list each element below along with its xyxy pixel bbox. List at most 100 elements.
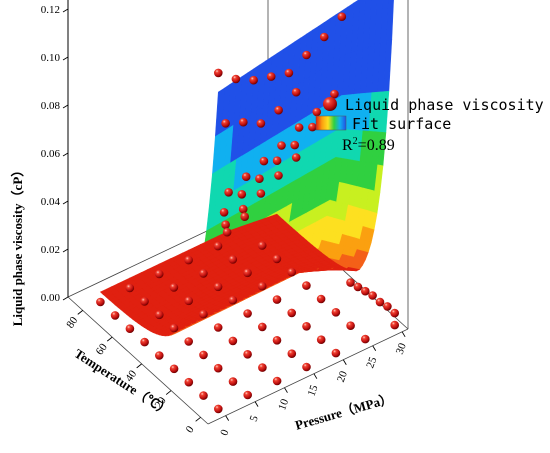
data-point — [155, 351, 164, 360]
data-point — [390, 308, 400, 318]
legend-label-viscosity: Liquid phase viscosity — [345, 96, 544, 114]
data-point — [184, 255, 193, 265]
data-point — [294, 123, 304, 132]
data-point — [243, 268, 252, 278]
z-tick-mark — [62, 152, 69, 157]
data-point — [237, 190, 247, 199]
z-tick-label: 0.08 — [41, 100, 61, 112]
z-tick-mark — [62, 200, 69, 205]
data-point — [213, 363, 223, 373]
data-point — [213, 323, 223, 332]
x-tick-mark — [195, 416, 201, 422]
data-point — [287, 267, 297, 277]
y-tick-mark — [372, 345, 377, 351]
data-point — [214, 404, 223, 414]
data-point — [221, 220, 230, 229]
x-tick-label: 80 — [64, 314, 80, 330]
legend-gradient-swatch — [315, 115, 347, 131]
y-tick-label: 20 — [335, 369, 350, 384]
data-point — [368, 291, 377, 300]
data-point — [277, 141, 286, 150]
legend-sphere-marker — [323, 97, 337, 111]
data-point — [390, 320, 400, 330]
data-point — [337, 12, 347, 21]
data-point — [287, 349, 297, 359]
data-point — [228, 377, 238, 386]
data-point — [319, 32, 329, 42]
data-point — [96, 297, 105, 307]
z-tick-label: 0.02 — [41, 244, 60, 256]
data-point — [228, 336, 238, 346]
y-tick-label: 15 — [306, 383, 321, 398]
y-axis-title: Pressure（MPa） — [293, 391, 394, 433]
z-tick-mark — [62, 104, 69, 109]
legend: Liquid phase viscosity Fit surface R2=0.… — [315, 96, 544, 154]
z-tick-mark — [62, 8, 69, 13]
data-point — [266, 72, 276, 81]
y-tick-label: 10 — [276, 397, 291, 412]
y-tick-mark — [225, 415, 230, 421]
x-tick-label: 0 — [184, 423, 197, 435]
data-point — [272, 295, 282, 304]
data-point — [272, 336, 282, 345]
data-point — [308, 122, 317, 132]
z-tick-mark — [62, 248, 69, 253]
data-point — [375, 297, 385, 307]
legend-label-surface: Fit surface — [352, 115, 451, 133]
data-point — [169, 323, 179, 333]
y-tick-mark — [254, 401, 259, 407]
data-point — [255, 174, 264, 183]
data-point — [287, 308, 297, 318]
z-tick-label: 0.04 — [41, 196, 61, 208]
data-point — [331, 308, 341, 317]
box-edge — [67, 296, 209, 425]
data-point — [241, 172, 251, 181]
z-tick-label: 0.12 — [41, 4, 60, 16]
data-point — [346, 321, 355, 331]
data-point — [125, 324, 135, 334]
data-point — [258, 322, 267, 332]
data-point — [331, 348, 341, 358]
z-tick-mark — [62, 296, 69, 301]
data-point — [274, 171, 283, 180]
data-point — [228, 295, 238, 305]
data-point — [302, 362, 311, 372]
data-point — [316, 335, 326, 345]
y-tick-label: 25 — [364, 355, 379, 370]
data-point — [140, 337, 149, 347]
x-tick-mark — [165, 390, 172, 395]
data-point — [272, 254, 282, 264]
z-tick-label: 0.00 — [41, 292, 61, 304]
data-point — [199, 309, 208, 319]
data-point — [222, 227, 232, 237]
surface-patch — [99, 288, 110, 295]
x-tick-mark — [77, 310, 84, 315]
data-point — [302, 281, 311, 290]
data-point — [330, 89, 339, 99]
x-tick-mark — [106, 336, 113, 342]
data-point — [184, 377, 194, 387]
y-tick-label: 30 — [394, 341, 409, 356]
data-point — [239, 117, 248, 127]
r-squared-r: R — [342, 137, 353, 154]
z-tick-mark — [62, 56, 69, 61]
data-point — [199, 391, 208, 400]
data-point — [249, 75, 258, 85]
r-squared-label: R2=0.89 — [342, 136, 395, 154]
data-point — [169, 364, 179, 374]
data-point — [256, 119, 266, 128]
box-edge — [207, 328, 409, 425]
data-point — [219, 208, 229, 217]
data-point — [243, 390, 252, 400]
x-tick-label: 60 — [94, 341, 110, 357]
data-point — [125, 283, 135, 293]
data-point — [154, 269, 164, 279]
data-point — [302, 50, 311, 60]
data-point — [224, 188, 233, 197]
data-point — [231, 74, 241, 84]
z-axis-title: Liquid phase viscosity（cP） — [10, 164, 25, 327]
data-point — [257, 241, 267, 250]
data-point — [291, 87, 301, 97]
data-point — [290, 140, 300, 150]
data-point — [302, 322, 311, 331]
